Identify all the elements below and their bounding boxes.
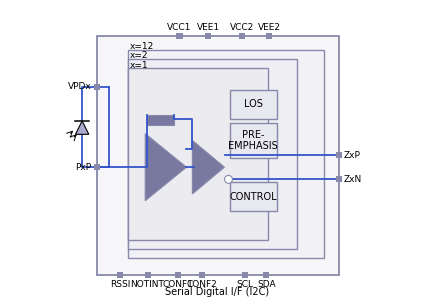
Text: x=1: x=1 [130, 61, 149, 70]
Bar [242, 272, 248, 278]
Text: SDA: SDA [257, 280, 276, 290]
Circle shape [225, 175, 232, 183]
Text: SCL: SCL [236, 280, 254, 290]
Text: CONTROL: CONTROL [229, 192, 277, 202]
Text: PRE-
EMPHASIS: PRE- EMPHASIS [229, 130, 278, 151]
Bar [97, 36, 339, 275]
Bar [145, 272, 151, 278]
Bar [175, 272, 181, 278]
Text: NOTINT: NOTINT [130, 280, 165, 290]
Text: ZxP: ZxP [344, 150, 361, 160]
Text: LOS: LOS [244, 99, 263, 109]
Bar [128, 68, 268, 240]
Text: VEE1: VEE1 [197, 23, 220, 32]
Bar [336, 176, 342, 182]
Bar [176, 33, 183, 39]
Bar [117, 272, 123, 278]
Text: VEE2: VEE2 [258, 23, 281, 32]
Bar [230, 182, 277, 211]
Text: Serial Digital I/F (I2C): Serial Digital I/F (I2C) [165, 287, 270, 297]
Text: VPDx: VPDx [67, 82, 91, 91]
Bar [205, 33, 211, 39]
Text: VCC2: VCC2 [230, 23, 254, 32]
Bar [128, 59, 297, 249]
Text: VCC1: VCC1 [167, 23, 192, 32]
Bar [230, 123, 277, 158]
Bar [199, 272, 205, 278]
Polygon shape [192, 141, 224, 194]
Bar [230, 90, 277, 119]
Text: x=2: x=2 [130, 51, 149, 60]
Bar [147, 115, 175, 125]
Bar [128, 50, 324, 258]
Polygon shape [76, 121, 89, 134]
Bar [239, 33, 245, 39]
Bar [263, 272, 269, 278]
Polygon shape [145, 134, 186, 201]
Text: CONF2: CONF2 [187, 280, 218, 290]
Text: RSSI: RSSI [110, 280, 130, 290]
Text: CONF1: CONF1 [162, 280, 194, 290]
Bar [94, 164, 100, 170]
Bar [94, 84, 100, 90]
Text: ZxN: ZxN [344, 175, 362, 184]
Text: x=12: x=12 [130, 42, 155, 51]
Bar [336, 152, 342, 158]
Text: PxP: PxP [75, 163, 91, 172]
Bar [266, 33, 272, 39]
